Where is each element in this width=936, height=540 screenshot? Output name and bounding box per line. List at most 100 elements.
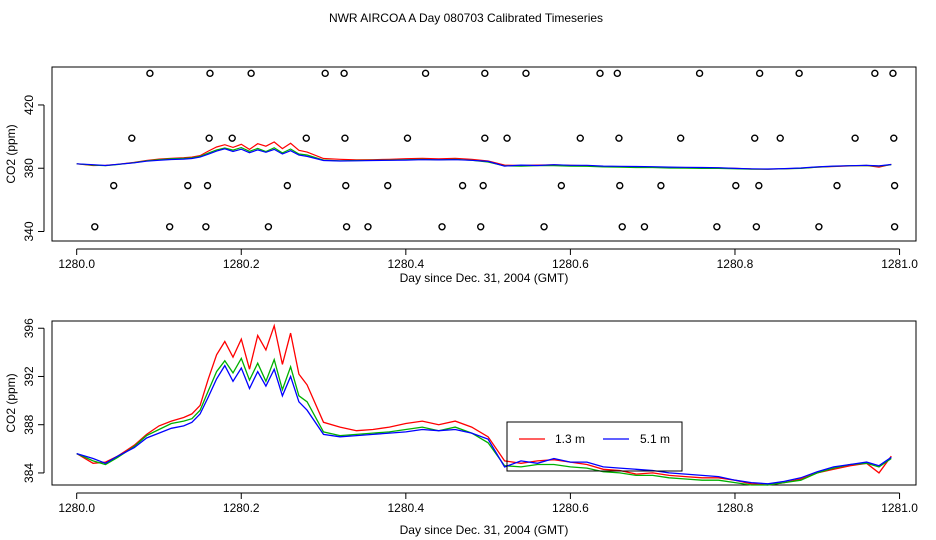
flag-marker	[751, 134, 759, 142]
flag-marker	[184, 181, 192, 190]
x-tick-label: 1280.2	[223, 257, 260, 271]
flag-marker	[776, 134, 784, 142]
x-tick-label: 1280.6	[552, 501, 589, 515]
flag-marker	[203, 181, 212, 190]
flag-marker	[247, 69, 255, 78]
flag-marker	[205, 134, 213, 142]
flag-marker	[695, 69, 704, 78]
flag-marker	[871, 69, 879, 78]
flag-marker	[128, 134, 136, 142]
y-tick-label: 396	[22, 318, 36, 338]
flag-marker	[890, 181, 899, 190]
flag-marker	[755, 69, 764, 78]
x-tick-label: 1281.0	[881, 501, 918, 515]
flag-marker	[676, 134, 685, 142]
bottom-plot-frame	[51, 320, 917, 486]
bottom-y-axis-label: CO2 (ppm)	[4, 373, 18, 432]
flag-marker	[615, 134, 623, 142]
x-tick-label: 1280.0	[58, 257, 95, 271]
flag-marker	[321, 69, 329, 78]
legend: 1.3 m 5.1 m	[506, 421, 683, 472]
flag-marker	[616, 181, 624, 190]
flag-marker	[576, 134, 584, 142]
flag-marker	[146, 69, 154, 78]
top-y-axis: 340 380 420	[22, 95, 45, 242]
bottom-panel-timeseries: 1280.0 1280.2 1280.4 1280.6 1280.8 1281.0 384…	[4, 318, 918, 537]
top-x-axis-label: Day since Dec. 31, 2004 (GMT)	[400, 271, 569, 285]
x-tick-label: 1281.0	[881, 257, 918, 271]
y-tick-label: 384	[22, 463, 36, 483]
flag-marker	[384, 181, 392, 190]
flag-marker	[890, 134, 898, 142]
series-line	[76, 364, 892, 485]
flag-marker	[438, 223, 446, 231]
flag-marker	[890, 223, 899, 231]
x-tick-label: 1280.2	[223, 501, 260, 515]
flag-marker	[342, 223, 351, 231]
flag-marker	[202, 223, 210, 231]
y-tick-label: 388	[22, 414, 36, 434]
top-series-lines	[76, 141, 892, 170]
flag-marker	[713, 223, 721, 231]
flag-marker	[815, 223, 823, 231]
top-flag-markers	[91, 69, 899, 231]
flag-marker	[264, 223, 273, 231]
flag-marker	[165, 223, 174, 231]
x-tick-label: 1280.6	[552, 257, 589, 271]
top-y-axis-label: CO2 (ppm)	[4, 124, 18, 183]
flag-marker	[342, 181, 350, 190]
flag-marker	[755, 181, 763, 190]
x-tick-label: 1280.4	[387, 257, 424, 271]
bottom-x-axis-label: Day since Dec. 31, 2004 (GMT)	[400, 523, 569, 537]
flag-marker	[91, 223, 99, 231]
top-x-axis: 1280.0 1280.2 1280.4 1280.6 1280.8 1281.0	[58, 248, 918, 271]
flag-marker	[479, 181, 487, 190]
flag-marker	[477, 223, 485, 231]
x-tick-label: 1280.0	[58, 501, 95, 515]
figure-title: NWR AIRCOA A Day 080703 Calibrated Times…	[329, 11, 603, 25]
bottom-series-lines	[76, 323, 892, 486]
flag-marker	[613, 69, 622, 78]
flag-marker	[481, 69, 489, 78]
flag-marker	[889, 69, 897, 78]
top-panel-flags: 1280.0 1280.2 1280.4 1280.6 1280.8 1281.0 340…	[4, 66, 918, 285]
flag-marker	[503, 134, 511, 142]
flag-marker	[458, 181, 467, 190]
flag-marker	[640, 223, 649, 231]
flag-marker	[364, 223, 372, 231]
flag-marker	[481, 134, 489, 142]
flag-marker	[283, 181, 292, 190]
flag-marker	[540, 223, 548, 231]
y-tick-label: 340	[22, 221, 36, 241]
top-plot-frame	[51, 66, 917, 242]
series-line	[76, 356, 892, 486]
y-tick-label: 420	[22, 95, 36, 115]
legend-label-5-1m: 5.1 m	[640, 432, 670, 446]
flag-marker	[110, 181, 118, 190]
flag-marker	[340, 69, 348, 78]
legend-label-1-3m: 1.3 m	[555, 432, 585, 446]
y-tick-label: 380	[22, 158, 36, 178]
flag-marker	[851, 134, 859, 142]
flag-marker	[341, 134, 349, 142]
x-tick-label: 1280.8	[717, 257, 754, 271]
flag-marker	[421, 69, 430, 78]
bottom-y-axis: 384 388 392 396	[22, 318, 45, 483]
flag-marker	[732, 181, 740, 190]
flag-marker	[228, 134, 236, 142]
x-tick-label: 1280.8	[717, 501, 754, 515]
x-tick-label: 1280.4	[387, 501, 424, 515]
flag-marker	[522, 69, 530, 78]
flag-marker	[657, 181, 665, 190]
flag-marker	[557, 181, 566, 190]
top-series-line	[76, 148, 892, 170]
flag-marker	[752, 223, 761, 231]
flag-marker	[618, 223, 626, 231]
flag-marker	[206, 69, 214, 78]
y-tick-label: 392	[22, 366, 36, 386]
bottom-x-axis: 1280.0 1280.2 1280.4 1280.6 1280.8 1281.0	[58, 492, 918, 515]
flag-marker	[302, 134, 310, 142]
legend-box	[506, 421, 683, 472]
